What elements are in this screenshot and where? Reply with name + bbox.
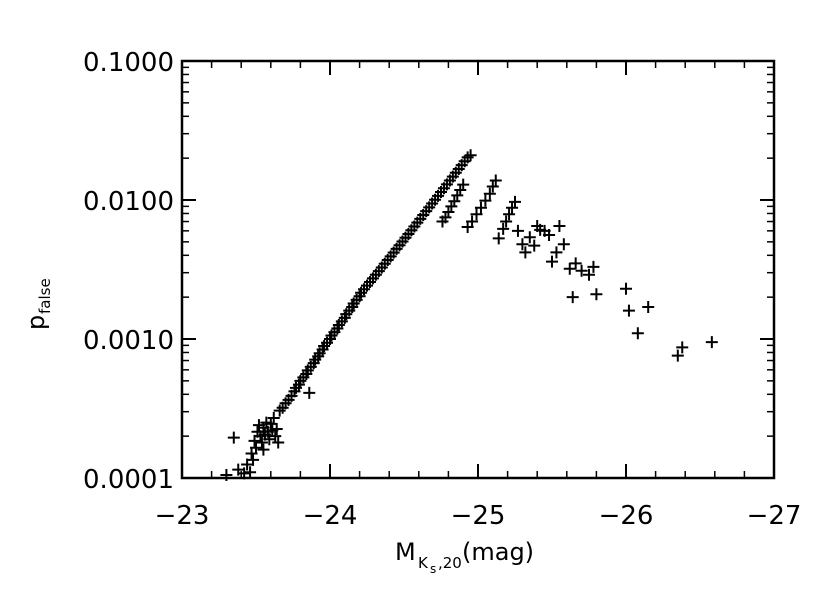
data-point (270, 423, 283, 436)
data-point (543, 229, 556, 242)
data-point (500, 215, 513, 228)
axis-tick-labels: −23 −24 −25 −26 −27 0.0001 0.0010 0.0100 0.1000 (83, 48, 801, 531)
y-axis-title-main: p (22, 315, 50, 330)
x-tick-label: −26 (599, 501, 654, 531)
y-tick-label: 0.1000 (83, 48, 174, 78)
data-point (454, 184, 467, 197)
data-point (267, 412, 280, 425)
x-axis-title-subsubscript: s (430, 562, 436, 576)
x-tick-label: −27 (747, 501, 802, 531)
data-point (448, 195, 461, 208)
x-axis-title: M K s ,20 (mag) (395, 538, 534, 576)
data-point (466, 215, 479, 228)
data-point (255, 436, 268, 449)
data-point (439, 211, 452, 224)
data-point (483, 187, 496, 200)
data-point (550, 246, 563, 259)
data-point (622, 304, 635, 317)
data-point (557, 238, 570, 251)
data-point (676, 341, 689, 354)
data-point (519, 246, 532, 259)
data-point (642, 300, 655, 313)
data-point (705, 336, 718, 349)
x-tick-label: −23 (155, 501, 210, 531)
data-point (516, 238, 529, 251)
data-point (247, 453, 260, 466)
data-point (303, 386, 316, 399)
data-point (546, 255, 558, 268)
data-point (620, 282, 632, 295)
y-tick-label: 0.0100 (83, 187, 174, 217)
data-point (445, 200, 458, 213)
data-point (528, 239, 541, 252)
y-axis-title: p false (22, 278, 54, 330)
data-point (273, 404, 286, 417)
data-point (442, 205, 455, 218)
data-point (563, 262, 576, 275)
y-tick-label: 0.0010 (83, 326, 174, 356)
x-axis-title-main: M (395, 538, 416, 566)
data-point (523, 231, 536, 244)
plot-frame (180, 59, 776, 480)
x-axis-title-subscript: K (418, 554, 429, 572)
data-point (257, 443, 270, 456)
data-point (503, 208, 516, 221)
data-point (470, 208, 483, 221)
data-points (220, 149, 718, 482)
data-point (461, 151, 474, 164)
data-point (497, 222, 510, 235)
data-point (486, 180, 499, 193)
data-point (511, 224, 524, 237)
data-point (244, 466, 257, 479)
y-axis-title-subscript: false (36, 278, 54, 314)
data-point (479, 194, 492, 207)
data-point (583, 268, 595, 281)
data-point (269, 430, 282, 443)
data-point (250, 441, 262, 454)
data-point (506, 201, 519, 214)
data-point (553, 220, 566, 233)
data-point (227, 431, 240, 444)
data-point (492, 232, 505, 245)
data-point (509, 195, 521, 208)
data-point (264, 417, 277, 430)
data-point (272, 436, 285, 449)
data-point (566, 291, 579, 304)
x-axis-title-unit: (mag) (462, 538, 534, 566)
data-point (671, 349, 684, 362)
data-point (474, 201, 487, 214)
data-point (451, 189, 464, 202)
data-point (575, 264, 588, 277)
data-point (631, 327, 644, 340)
data-point (457, 178, 470, 191)
x-tick-label: −24 (303, 501, 358, 531)
x-tick-label: −25 (451, 501, 506, 531)
data-point (489, 174, 502, 187)
y-tick-label: 0.0001 (83, 465, 174, 495)
x-axis-title-suffix: ,20 (438, 554, 462, 572)
data-point (464, 149, 477, 162)
data-point (587, 260, 600, 273)
data-point (569, 257, 582, 270)
data-point (590, 288, 603, 301)
